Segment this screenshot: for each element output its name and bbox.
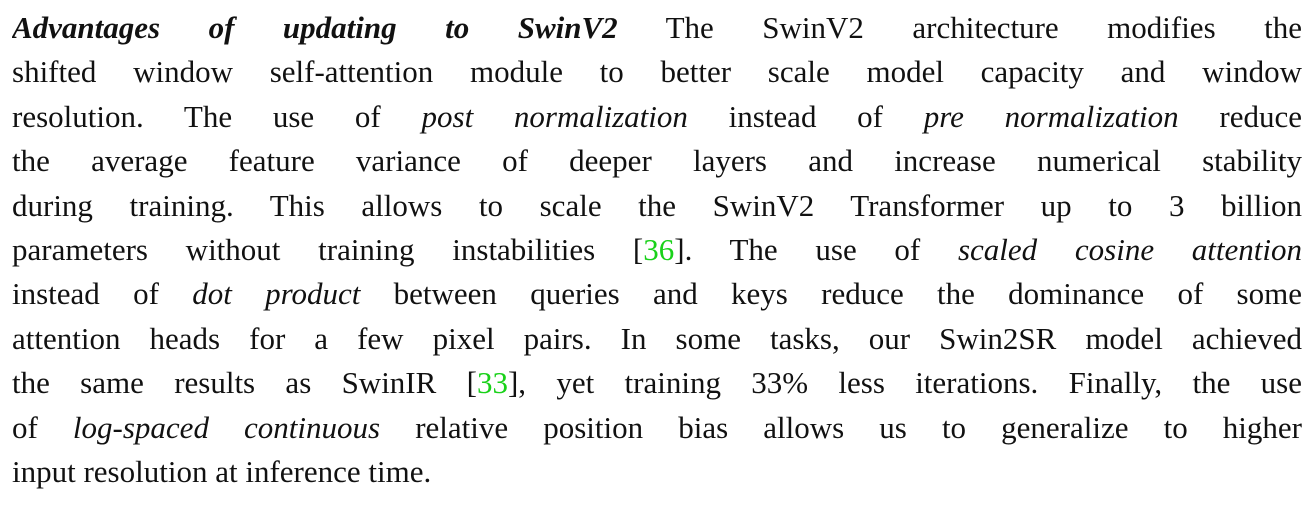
text: ], yet training 33% less iterations. Fin… [507,365,1302,401]
text: during training. This allows to scale th… [12,187,1302,223]
text-line: the average feature variance of deeper l… [12,139,1302,183]
text-line: resolution. The use of post normalizatio… [12,95,1302,139]
emphasis: log-spaced continuous [72,409,381,445]
text-line: parameters without training instabilitie… [12,228,1302,272]
text-line: attention heads for a few pixel pairs. I… [12,317,1302,361]
emphasis: post normalization [421,98,688,134]
text: shifted window self-attention module to … [12,54,1302,90]
text: relative position bias allows us to gene… [380,409,1302,445]
emphasis: pre normalization [923,98,1179,134]
text: ]. The use of [674,231,958,267]
text: the same results as SwinIR [ [12,365,477,401]
text: resolution. The use of [12,98,422,134]
emphasis: dot product [192,276,361,312]
citation[interactable]: 36 [643,231,675,267]
text-line: the same results as SwinIR [33], yet tra… [12,361,1302,405]
text-line: Advantages of updating to SwinV2 The Swi… [12,6,1302,50]
text: between queries and keys reduce the domi… [360,276,1302,312]
citation[interactable]: 33 [476,365,508,401]
text: parameters without training instabilitie… [12,231,644,267]
text-line: during training. This allows to scale th… [12,184,1302,228]
text-line: instead of dot product between queries a… [12,272,1302,316]
text: input resolution at inference time. [12,453,432,489]
text: the average feature variance of deeper l… [12,143,1302,179]
text-line: of log-spaced continuous relative positi… [12,406,1302,450]
emphasis: scaled cosine attention [957,231,1302,267]
text: reduce [1178,98,1302,134]
text: The SwinV2 architecture modifies the [617,10,1302,45]
text: instead of [12,276,193,312]
text-line: shifted window self-attention module to … [12,50,1302,94]
text-line: input resolution at inference time. [12,450,1302,494]
text: instead of [687,98,924,134]
paragraph: Advantages of updating to SwinV2 The Swi… [12,6,1302,494]
text: attention heads for a few pixel pairs. I… [12,320,1302,356]
text: of [12,409,73,445]
heading: Advantages of updating to SwinV2 [12,10,618,45]
